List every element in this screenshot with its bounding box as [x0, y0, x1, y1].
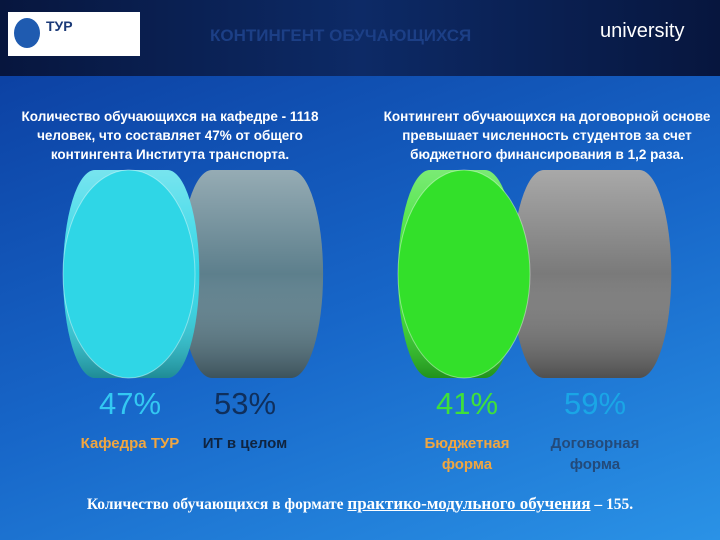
logo-icon [14, 18, 40, 48]
cylinder-shade [180, 170, 324, 378]
footer-link[interactable]: практико-модульного обучения [347, 494, 591, 513]
logo-box: ТУР [8, 12, 140, 56]
logo-right: university [600, 20, 685, 42]
cylinder-face [397, 169, 531, 379]
value-label: 59% [563, 386, 627, 421]
footer-text: – 155. [594, 496, 634, 513]
slide-title: Контингент обучающихся [210, 26, 472, 45]
category-label: Бюджетная форма [424, 435, 510, 473]
cylinder-face [62, 169, 196, 379]
logo-text: ТУР [46, 18, 73, 34]
chart-subtitle: Количество обучающихся на кафедре - 1118… [21, 109, 319, 162]
chart-subtitle: Контингент обучающихся на договорной осн… [383, 109, 711, 162]
footer-text: Количество обучающихся в формате [86, 496, 344, 513]
category-label: Договорная форма [550, 435, 640, 473]
footer: Количество обучающихся в формате практик… [0, 494, 720, 514]
category-label: ИТ в целом [202, 435, 288, 452]
cylinder-shade [512, 170, 672, 378]
category-label: Кафедра ТУР [80, 435, 180, 452]
value-label: 53% [213, 386, 277, 421]
value-label: 47% [98, 386, 162, 421]
value-label: 41% [435, 386, 499, 421]
